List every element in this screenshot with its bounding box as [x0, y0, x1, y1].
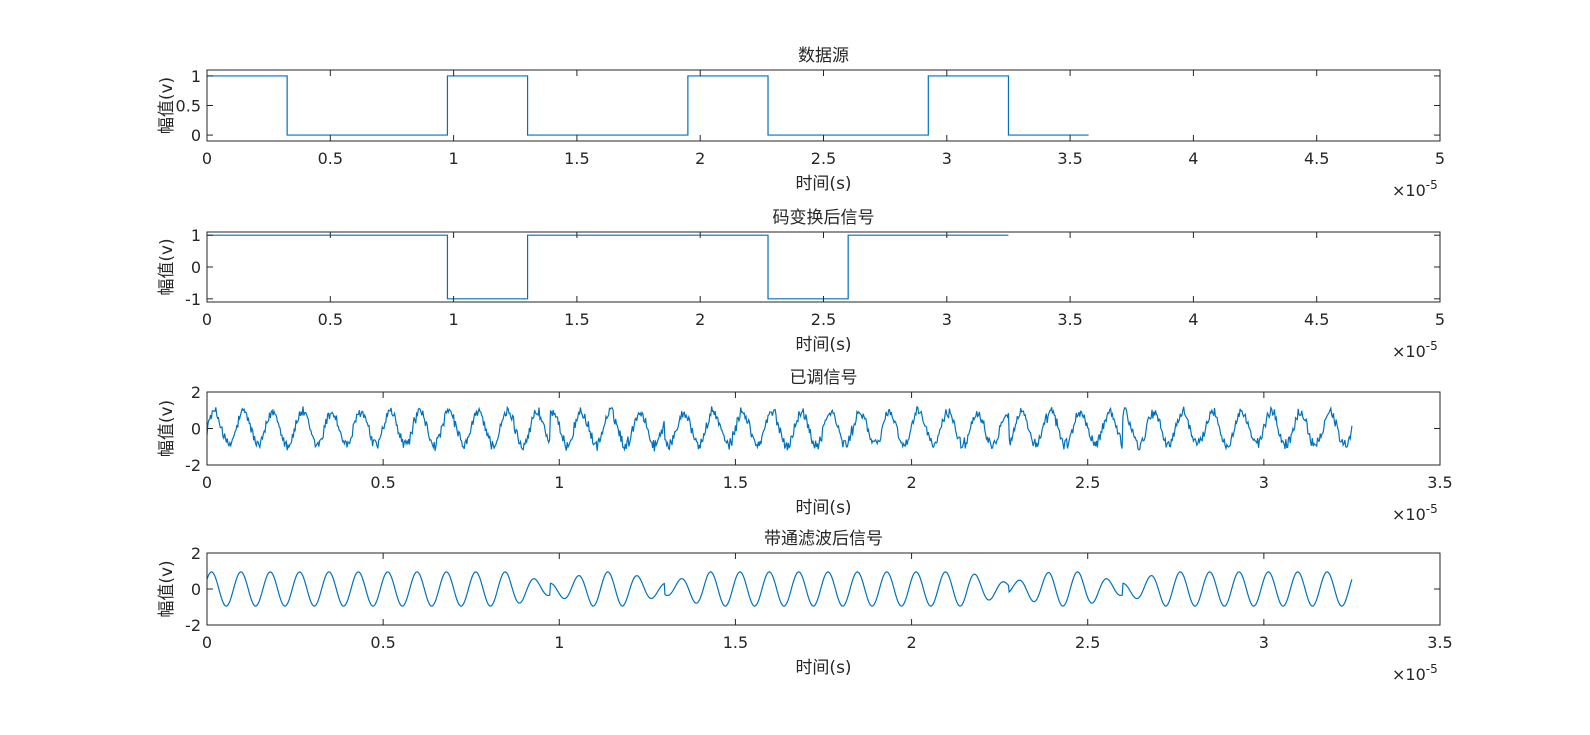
axes-box [206, 552, 1441, 626]
x-tick-label: 1.5 [564, 310, 589, 329]
y-tick-label: 0 [191, 126, 201, 145]
x-tick-label: 4 [1188, 310, 1198, 329]
x-exponent-label: ×10-5 [1392, 339, 1438, 361]
subplot-4: 0 0.5 1 1.5 2 2.5 3 3.5-202带通滤波后信号时间(s)幅值(v)×10… [157, 529, 1453, 684]
x-exponent-label: ×10-5 [1392, 502, 1438, 524]
x-tick-label: 3.5 [1427, 633, 1452, 652]
x-tick-label: 1.5 [723, 633, 748, 652]
x-tick-label: 3.5 [1427, 473, 1452, 492]
x-tick-label: 3 [1259, 633, 1269, 652]
axes-box [206, 391, 1441, 466]
chart-title: 已调信号 [790, 368, 858, 388]
x-tick-label: 1.5 [564, 149, 589, 168]
y-tick-label: 0 [191, 420, 201, 439]
chart-title: 数据源 [798, 46, 849, 66]
x-tick-label: 1 [449, 149, 459, 168]
x-tick-label: 1 [554, 633, 564, 652]
x-tick-label: 5 [1435, 310, 1445, 329]
x-tick-label: 2 [695, 310, 705, 329]
y-axis-label: 幅值(v) [157, 238, 177, 295]
y-tick-label: 1 [191, 226, 201, 245]
x-tick-label: 3.5 [1057, 149, 1082, 168]
y-axis-label: 幅值(v) [157, 560, 177, 617]
series-line [207, 571, 1353, 607]
x-tick-label: 0.5 [370, 633, 395, 652]
x-tick-label: 0 [202, 473, 212, 492]
x-tick-label: 2.5 [811, 310, 836, 329]
x-tick-label: 5 [1435, 149, 1445, 168]
x-exponent-label: ×10-5 [1392, 662, 1438, 684]
y-tick-label: 2 [191, 383, 201, 402]
axes-box [206, 69, 1441, 142]
x-tick-label: 1.5 [723, 473, 748, 492]
x-tick-label: 0.5 [370, 473, 395, 492]
x-tick-label: 1 [449, 310, 459, 329]
y-axis-label: 幅值(v) [157, 400, 177, 457]
x-tick-label: 2 [906, 633, 916, 652]
x-tick-label: 3 [942, 149, 952, 168]
x-tick-label: 4 [1188, 149, 1198, 168]
y-tick-label: 2 [191, 544, 201, 563]
chart-title: 带通滤波后信号 [764, 529, 883, 549]
x-tick-label: 2 [695, 149, 705, 168]
x-tick-label: 0 [202, 310, 212, 329]
x-tick-label: 4.5 [1304, 149, 1329, 168]
x-axis-label: 时间(s) [795, 658, 851, 678]
x-tick-label: 0 [202, 149, 212, 168]
x-tick-label: 3.5 [1057, 310, 1082, 329]
x-tick-label: 2.5 [1075, 633, 1100, 652]
x-tick-label: 3 [1259, 473, 1269, 492]
x-tick-label: 0.5 [318, 149, 343, 168]
series-line [207, 234, 1009, 300]
x-tick-label: 2.5 [811, 149, 836, 168]
y-tick-label: 0 [191, 258, 201, 277]
x-axis-label: 时间(s) [795, 335, 851, 355]
y-tick-label: 0.5 [176, 97, 201, 116]
chart-title: 码变换后信号 [773, 208, 875, 228]
y-axis-label: 幅值(v) [157, 77, 177, 134]
x-axis-label: 时间(s) [795, 174, 851, 194]
y-tick-label: 0 [191, 580, 201, 599]
series-line [207, 405, 1353, 452]
y-tick-label: -2 [185, 456, 201, 475]
x-exponent-label: ×10-5 [1392, 178, 1438, 200]
axes-box [206, 231, 1441, 303]
x-tick-label: 3 [942, 310, 952, 329]
x-tick-label: 0 [202, 633, 212, 652]
y-tick-label: -2 [185, 616, 201, 635]
series-line [207, 75, 1089, 136]
x-tick-label: 0.5 [318, 310, 343, 329]
subplot-2: 0 0.5 1 1.5 2 2.5 3 3.5 4 4.5 5-101码变换后信号时间(s)幅值(v… [157, 208, 1445, 361]
y-tick-label: -1 [185, 290, 201, 309]
x-tick-label: 2 [906, 473, 916, 492]
x-tick-label: 2.5 [1075, 473, 1100, 492]
x-tick-label: 4.5 [1304, 310, 1329, 329]
y-tick-label: 1 [191, 67, 201, 86]
x-axis-label: 时间(s) [795, 498, 851, 518]
x-tick-label: 1 [554, 473, 564, 492]
